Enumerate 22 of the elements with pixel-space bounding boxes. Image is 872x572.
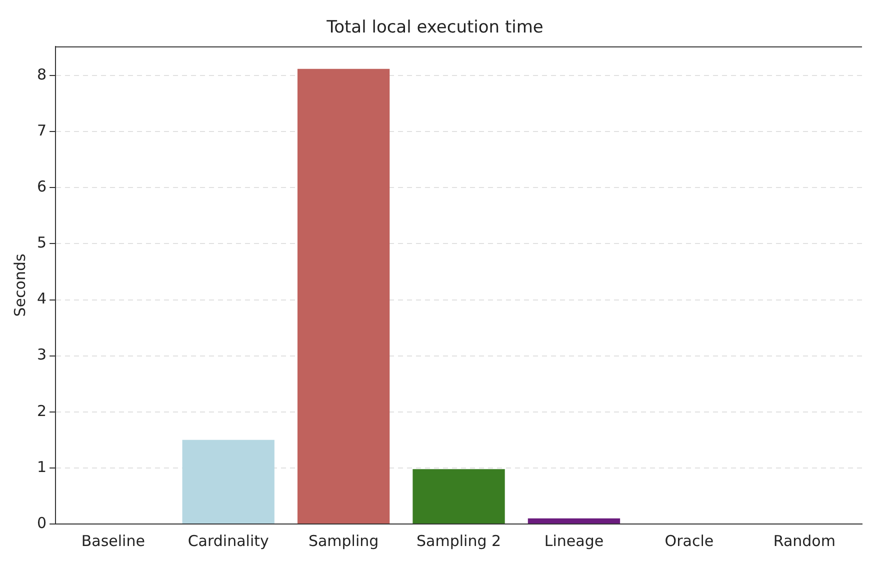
x-tick-label: Random: [773, 532, 836, 550]
bar: [412, 469, 505, 524]
y-tick-label: 2: [36, 402, 47, 420]
chart-title: Total local execution time: [326, 18, 544, 38]
y-tick-label: 5: [36, 234, 47, 252]
bar: [297, 68, 390, 524]
y-tick-label: 6: [36, 178, 47, 196]
bar: [528, 518, 620, 524]
x-tick-label: Baseline: [81, 532, 145, 550]
y-tick-label: 1: [36, 458, 47, 476]
y-axis-title: Seconds: [10, 254, 29, 317]
y-tick-label: 3: [36, 346, 47, 364]
x-tick-label: Sampling 2: [416, 532, 502, 550]
y-tick-label: 0: [36, 514, 47, 532]
y-tick-label: 8: [36, 65, 47, 84]
y-tick-label: 7: [36, 121, 47, 140]
x-tick-label: Cardinality: [188, 532, 269, 550]
x-tick-label: Sampling: [308, 532, 379, 550]
y-tick-label: 4: [36, 290, 47, 308]
x-tick-label: Lineage: [544, 532, 604, 550]
x-tick-label: Oracle: [664, 532, 714, 550]
bar: [182, 440, 274, 524]
